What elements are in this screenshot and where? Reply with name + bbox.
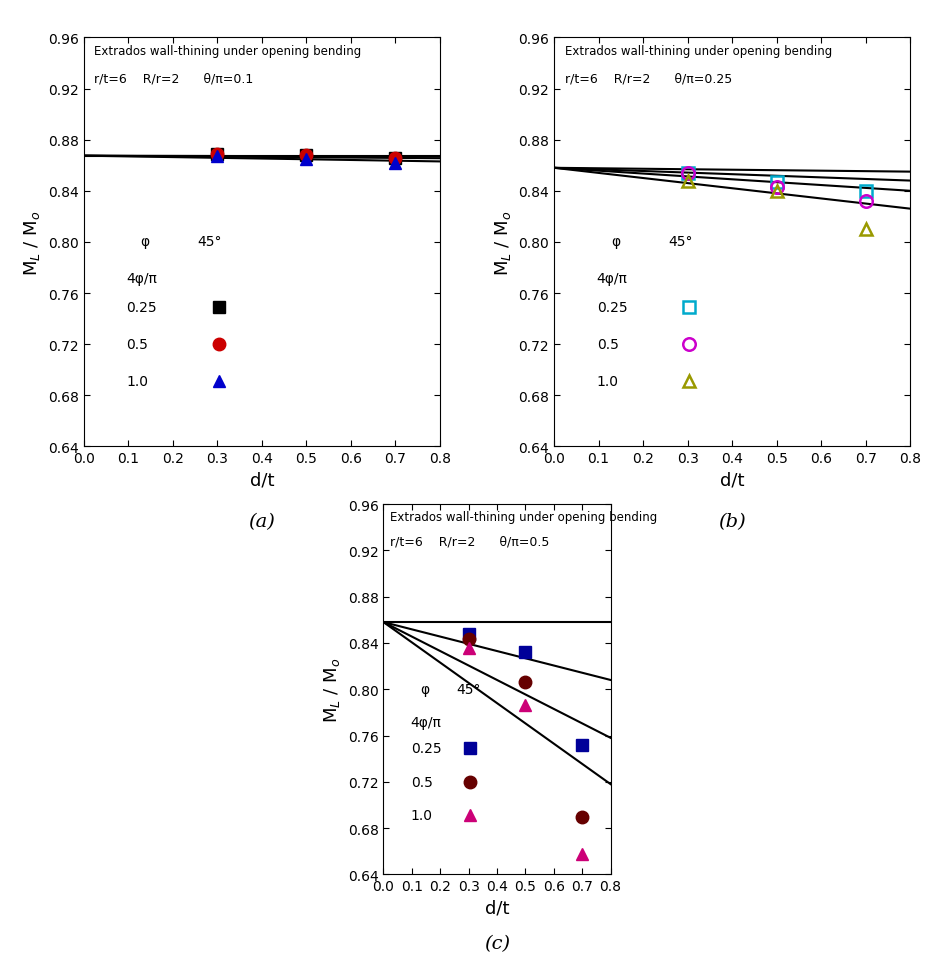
- X-axis label: d/t: d/t: [484, 899, 509, 917]
- Text: (b): (b): [717, 512, 745, 530]
- Text: 0.25: 0.25: [126, 301, 157, 315]
- Text: 0.5: 0.5: [596, 337, 618, 352]
- X-axis label: d/t: d/t: [719, 471, 743, 489]
- X-axis label: d/t: d/t: [250, 471, 274, 489]
- Text: φ: φ: [140, 234, 149, 249]
- Text: 4φ/π: 4φ/π: [596, 271, 627, 285]
- Text: Extrados wall-thining under opening bending: Extrados wall-thining under opening bend…: [390, 510, 657, 523]
- Y-axis label: M$_{L}$ / M$_{o}$: M$_{L}$ / M$_{o}$: [22, 209, 43, 276]
- Text: 0.25: 0.25: [596, 301, 626, 315]
- Text: 45°: 45°: [456, 682, 480, 696]
- Text: φ: φ: [419, 682, 429, 696]
- Text: 0.5: 0.5: [410, 775, 432, 789]
- Text: 0.5: 0.5: [126, 337, 148, 352]
- Text: r/t=6    R/r=2      θ/π=0.1: r/t=6 R/r=2 θ/π=0.1: [95, 72, 253, 85]
- Text: (c): (c): [483, 934, 509, 951]
- Text: 45°: 45°: [667, 234, 692, 249]
- Text: r/t=6    R/r=2      θ/π=0.25: r/t=6 R/r=2 θ/π=0.25: [564, 72, 731, 85]
- Text: 1.0: 1.0: [410, 808, 432, 823]
- Text: φ: φ: [611, 234, 620, 249]
- Text: 1.0: 1.0: [126, 375, 148, 388]
- Text: 0.25: 0.25: [410, 742, 441, 755]
- Text: r/t=6    R/r=2      θ/π=0.5: r/t=6 R/r=2 θ/π=0.5: [390, 535, 549, 548]
- Text: 45°: 45°: [198, 234, 222, 249]
- Text: 4φ/π: 4φ/π: [410, 715, 441, 729]
- Text: Extrados wall-thining under opening bending: Extrados wall-thining under opening bend…: [564, 44, 831, 58]
- Text: Extrados wall-thining under opening bending: Extrados wall-thining under opening bend…: [95, 44, 361, 58]
- Text: (a): (a): [248, 512, 275, 530]
- Y-axis label: M$_{L}$ / M$_{o}$: M$_{L}$ / M$_{o}$: [492, 209, 512, 276]
- Y-axis label: M$_{L}$ / M$_{o}$: M$_{L}$ / M$_{o}$: [322, 656, 342, 723]
- Text: 1.0: 1.0: [596, 375, 618, 388]
- Text: 4φ/π: 4φ/π: [126, 271, 157, 285]
